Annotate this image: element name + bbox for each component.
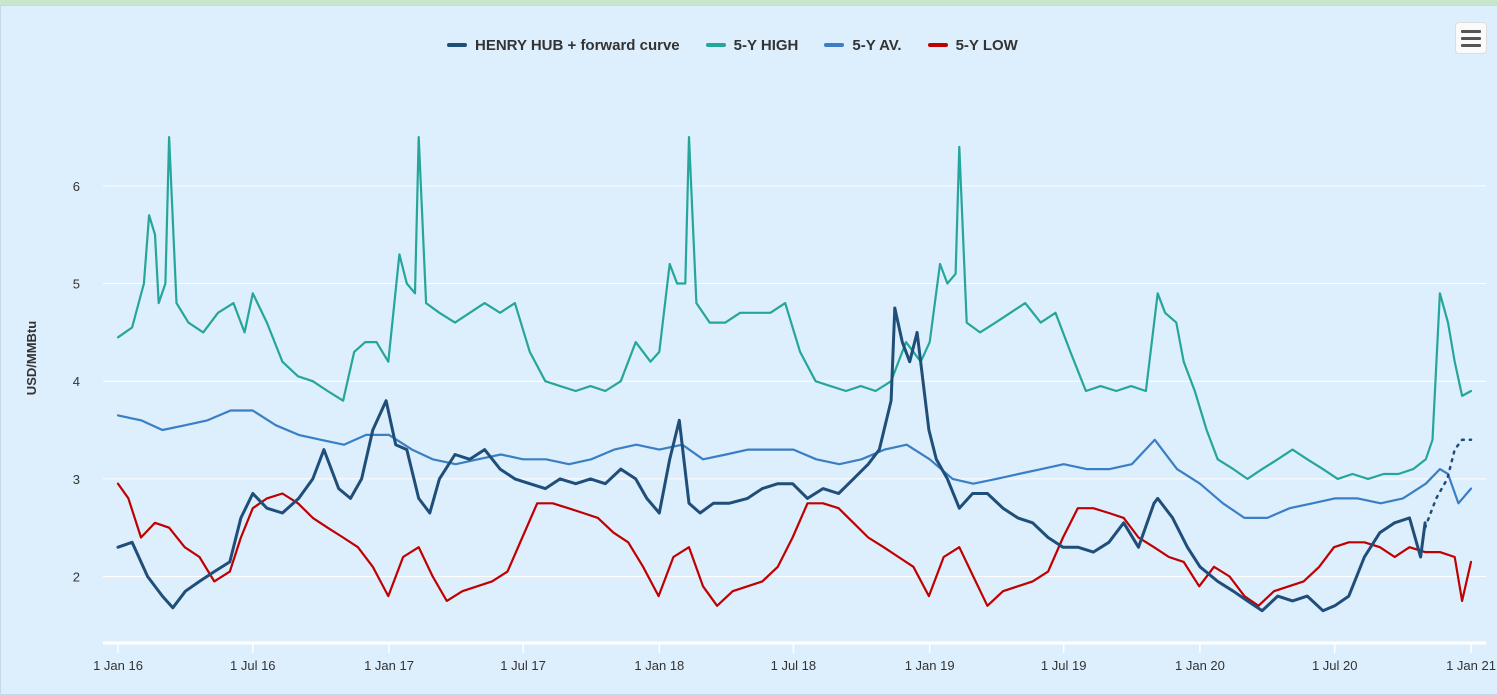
legend-item-5y-high[interactable]: 5-Y HIGH <box>705 36 799 54</box>
legend-label-henry-hub: HENRY HUB + forward curve <box>475 36 680 54</box>
x-tick-label: 1 Jul 20 <box>1312 658 1358 673</box>
y-tick-label: 6 <box>73 179 80 194</box>
legend-label-5y-av: 5-Y AV. <box>852 36 902 54</box>
5y-high-line <box>116 136 1473 480</box>
x-tick-label: 1 Jan 19 <box>905 658 955 673</box>
legend-swatch-5y-high <box>705 43 726 47</box>
henry-hub-forward-curve-line <box>1423 438 1473 529</box>
y-tick-label: 4 <box>73 374 80 389</box>
legend-swatch-5y-low <box>927 43 948 47</box>
x-tick-label: 1 Jul 19 <box>1041 658 1087 673</box>
legend-swatch-5y-av <box>824 43 845 47</box>
legend-label-5y-high: 5-Y HIGH <box>733 36 799 54</box>
x-tick-label: 1 Jul 17 <box>500 658 546 673</box>
chart-legend: HENRY HUB + forward curve 5-Y HIGH 5-Y A… <box>447 34 1018 56</box>
y-tick-label: 5 <box>73 277 80 292</box>
series-lines <box>116 136 1473 613</box>
5y-low-line <box>116 482 1473 607</box>
5y-av-line <box>116 409 1473 519</box>
henry-hub-line <box>116 306 1427 613</box>
x-axis-ticks: 1 Jan 16 1 Jul 16 1 Jan 17 1 Jul 17 1 Jan 18… <box>93 641 1496 673</box>
x-tick-label: 1 Jul 16 <box>230 658 276 673</box>
x-tick-label: 1 Jan 18 <box>634 658 684 673</box>
x-tick-label: 1 Jan 16 <box>93 658 143 673</box>
hamburger-icon-bar <box>1461 36 1481 40</box>
chart-container: HENRY HUB + forward curve 5-Y HIGH 5-Y A… <box>0 5 1498 695</box>
legend-label-5y-low: 5-Y LOW <box>955 36 1018 54</box>
x-tick-label: 1 Jan 20 <box>1175 658 1225 673</box>
y-axis-ticks: 2 3 4 5 6 <box>73 179 80 585</box>
legend-item-5y-av[interactable]: 5-Y AV. <box>824 36 902 54</box>
legend-swatch-henry-hub <box>447 43 467 47</box>
y-tick-label: 3 <box>73 472 80 487</box>
chart-menu-button[interactable] <box>1455 22 1487 54</box>
x-tick-label: 1 Jul 18 <box>771 658 817 673</box>
legend-item-henry-hub[interactable]: HENRY HUB + forward curve <box>447 37 680 54</box>
y-tick-label: 2 <box>73 570 80 585</box>
hamburger-icon-bar <box>1461 43 1481 47</box>
y-axis-title: USD/MMBtu <box>24 321 39 395</box>
x-tick-label: 1 Jan 17 <box>364 658 414 673</box>
hamburger-icon-bar <box>1461 29 1481 33</box>
x-tick-label: 1 Jan 21 <box>1446 658 1496 673</box>
legend-item-5y-low[interactable]: 5-Y LOW <box>927 36 1018 54</box>
